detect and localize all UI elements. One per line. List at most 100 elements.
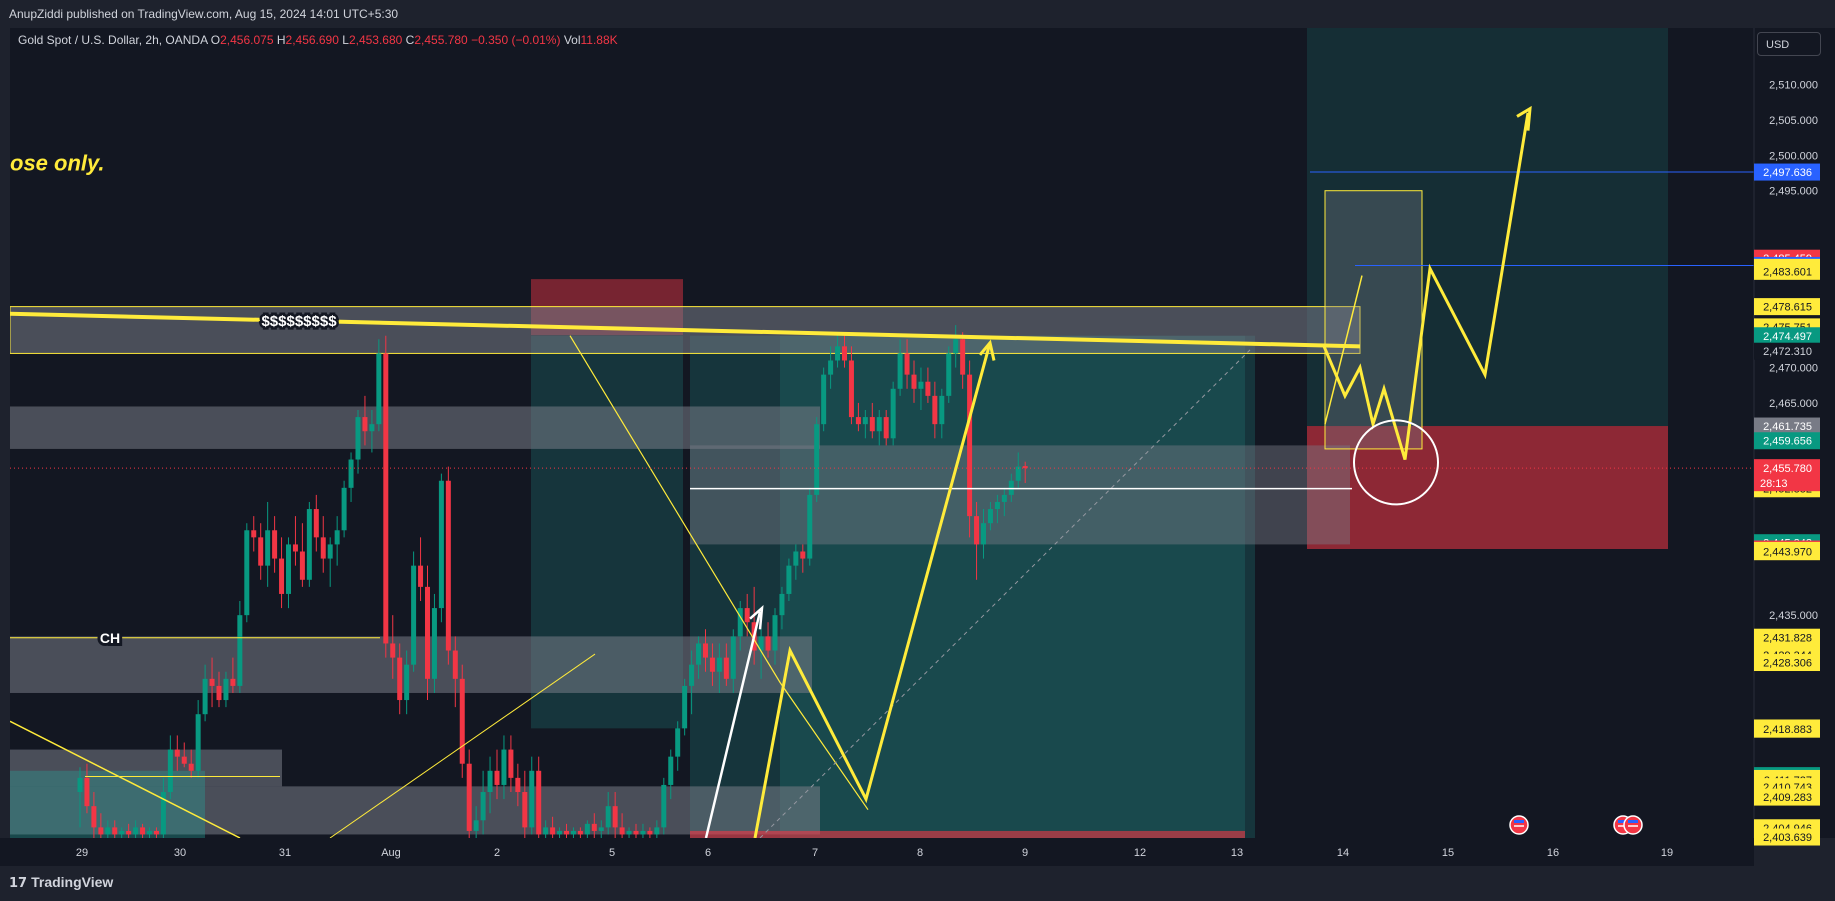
price-tag-text: 2,497.636 [1763, 167, 1812, 179]
price-tag-bg [1754, 298, 1820, 316]
candle [272, 516, 278, 573]
price-tick-label: 2,495.000 [1769, 186, 1818, 198]
candle [188, 749, 194, 778]
candle [835, 332, 841, 368]
candle [626, 827, 632, 838]
candle-body [619, 827, 625, 835]
candle-body [570, 830, 576, 835]
candle-body [946, 353, 952, 396]
candle-body [953, 339, 959, 354]
candle [112, 820, 118, 838]
arrowhead-up-1 [978, 339, 996, 361]
projection-box [1324, 190, 1423, 450]
candle [661, 777, 667, 835]
candle [98, 813, 104, 838]
symbol-title[interactable]: Gold Spot / U.S. Dollar, 2h, OANDA [18, 33, 208, 47]
candle [1015, 452, 1021, 488]
candle-body [557, 830, 563, 835]
candle [800, 544, 806, 573]
price-label-tag: 2,461.735 [1754, 417, 1820, 435]
candle [334, 516, 340, 566]
candle [313, 494, 319, 552]
footer: 𝟭𝟳 TradingView [0, 866, 1835, 901]
us-flag-icon-canton [1628, 820, 1638, 823]
candle [536, 756, 542, 838]
candle [640, 823, 646, 838]
candle [244, 523, 250, 623]
us-flag-icon-canton [1618, 820, 1628, 823]
candle [1022, 461, 1028, 484]
candle [904, 339, 910, 389]
arrowhead-target [1516, 105, 1532, 131]
tradingview-logo[interactable]: 𝟭𝟳 TradingView [9, 874, 113, 891]
ohlc-legend: Gold Spot / U.S. Dollar, 2h, OANDA O2,45… [18, 33, 618, 47]
candle [223, 671, 229, 708]
descending-line [10, 720, 241, 838]
candle-body [584, 823, 590, 835]
grey-band-5 [10, 786, 820, 835]
candle [418, 537, 424, 602]
candle-body [786, 565, 792, 594]
candle-body [605, 806, 611, 828]
publish-header: AnupZiddi published on TradingView.com, … [0, 0, 1835, 28]
time-tick-label: 13 [1231, 847, 1243, 859]
candle-body [682, 685, 688, 729]
candle-body [411, 565, 417, 665]
candle-body [703, 643, 708, 658]
candle-body [376, 353, 382, 425]
price-tag-bg [1754, 342, 1820, 360]
candle-body [334, 530, 340, 545]
candle-body [842, 346, 847, 361]
candle-body [591, 823, 597, 831]
candle-body [473, 820, 479, 831]
candle-body [383, 353, 389, 644]
candle-body [105, 827, 111, 835]
candle [848, 346, 854, 425]
candle-body [508, 749, 514, 778]
price-tag-text: 2,474.497 [1763, 331, 1812, 343]
candle [723, 643, 729, 686]
candle [202, 664, 208, 722]
candle-body [577, 830, 583, 835]
candle-body [181, 756, 187, 764]
candle [981, 509, 986, 559]
low-value: 2,453.680 [348, 33, 403, 47]
price-label-tag: 2,483.601 [1754, 262, 1820, 280]
candle [994, 494, 1000, 524]
currency-button[interactable]: USD [1757, 32, 1821, 56]
candle-body [425, 586, 430, 679]
candle [911, 360, 917, 403]
drop-projection [569, 335, 869, 811]
volume-value: 11.88K [580, 33, 618, 47]
us-flag-icon-bg [1623, 815, 1643, 835]
candle-body [299, 551, 305, 580]
price-tag-text: 2,403.639 [1763, 832, 1812, 844]
price-tick-label: 2,465.000 [1769, 398, 1818, 410]
candle-body [598, 827, 604, 831]
candle-body [459, 678, 465, 764]
candle [821, 367, 827, 432]
candle-body [369, 424, 375, 432]
candle [119, 827, 125, 838]
candle-body [529, 770, 535, 828]
candle-body [195, 714, 201, 771]
price-tag-text: 2,418.883 [1763, 724, 1812, 736]
candle [230, 657, 236, 693]
candle-body [341, 487, 347, 531]
box-arrow-path [1324, 275, 1363, 425]
candle [279, 537, 285, 609]
candle [397, 643, 403, 715]
price-tag-text: 2,483.601 [1763, 266, 1812, 278]
time-tick-label: 19 [1661, 847, 1673, 859]
candle-body [279, 558, 285, 594]
candle [737, 601, 743, 651]
candle-body [696, 643, 702, 665]
candle [411, 551, 417, 672]
candle [869, 402, 875, 439]
candle-body [981, 523, 986, 545]
candle-body [438, 480, 444, 609]
candle-body [174, 749, 180, 757]
candle [842, 332, 847, 368]
bottom-red-strip [690, 830, 1245, 838]
